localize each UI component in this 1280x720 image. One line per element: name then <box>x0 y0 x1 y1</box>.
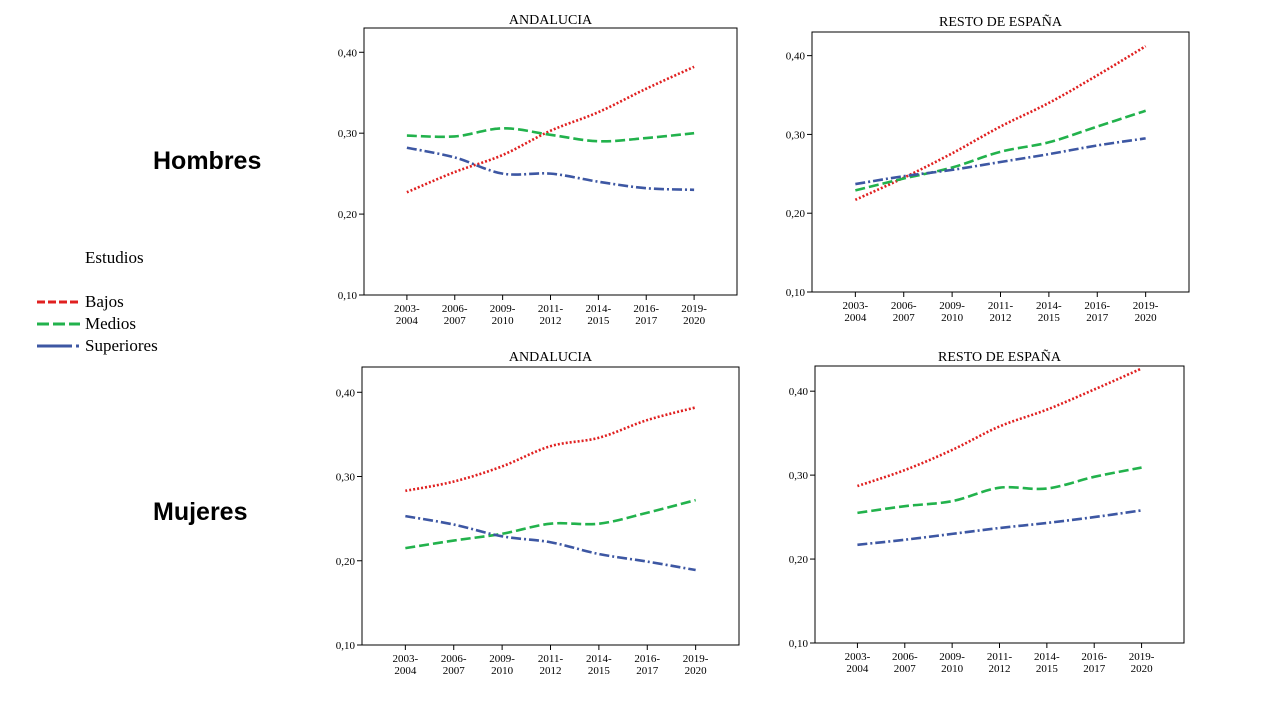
x-tick-label: 2011-2012 <box>988 300 1014 324</box>
series-line-medios <box>405 498 696 550</box>
legend-swatch-superiores <box>37 344 79 348</box>
x-tick-label: 2014-2015 <box>586 303 612 327</box>
y-tick-label: 0,40 <box>336 387 356 399</box>
y-tick-label: 0,20 <box>338 209 358 221</box>
x-tick-label: 2009-2010 <box>489 653 515 677</box>
series-line-superiores <box>855 137 1146 186</box>
x-tick-label: 2006-2007 <box>441 653 467 677</box>
legend-item-bajos: Bajos <box>85 292 124 311</box>
y-tick-label: 0,10 <box>338 290 358 302</box>
series-line-superiores <box>406 146 695 192</box>
chart-title: RESTO DE ESPAÑA <box>938 349 1062 365</box>
y-tick-label: 0,10 <box>786 287 806 299</box>
y-tick-label: 0,30 <box>336 472 356 484</box>
legend-item-superiores: Superiores <box>85 336 158 355</box>
x-tick-label: 2014-2015 <box>1034 651 1060 675</box>
x-tick-label: 2019-2020 <box>1129 651 1155 675</box>
x-tick-label: 2003-2004 <box>843 300 869 324</box>
x-tick-label: 2003-2004 <box>845 651 871 675</box>
x-tick-label: 2006-2007 <box>892 651 918 675</box>
row-label-hombres: Hombres <box>153 147 262 175</box>
series-line-superiores <box>405 514 696 572</box>
x-tick-label: 2019-2020 <box>683 653 709 677</box>
series-line-bajos <box>857 367 1143 488</box>
x-tick-label: 2016-2017 <box>1081 651 1107 675</box>
x-tick-label: 2009-2010 <box>490 303 516 327</box>
x-tick-label: 2014-2015 <box>1036 300 1062 324</box>
y-tick-label: 0,30 <box>789 470 809 482</box>
x-tick-label: 2011-2012 <box>987 651 1013 675</box>
legend-item-medios: Medios <box>85 314 136 333</box>
x-tick-label: 2011-2012 <box>538 653 564 677</box>
x-tick-label: 2019-2020 <box>681 303 707 327</box>
x-tick-label: 2006-2007 <box>442 303 468 327</box>
series-line-medios <box>855 109 1147 192</box>
chart-title: ANDALUCIA <box>509 350 593 365</box>
x-tick-label: 2019-2020 <box>1133 300 1159 324</box>
series-line-bajos <box>405 406 696 493</box>
y-tick-label: 0,20 <box>789 554 809 566</box>
y-tick-label: 0,40 <box>338 47 358 59</box>
plot-frame <box>814 365 1185 644</box>
x-tick-label: 2016-2017 <box>634 653 660 677</box>
x-tick-label: 2016-2017 <box>633 303 659 327</box>
x-tick-label: 2011-2012 <box>538 303 564 327</box>
y-tick-label: 0,20 <box>336 556 356 568</box>
y-tick-label: 0,40 <box>786 51 806 63</box>
legend-swatch-medios <box>37 322 80 326</box>
x-tick-label: 2003-2004 <box>393 653 419 677</box>
chart-title: ANDALUCIA <box>509 13 593 28</box>
x-tick-label: 2006-2007 <box>891 300 917 324</box>
y-tick-label: 0,10 <box>789 638 809 650</box>
legend-title: Estudios <box>85 248 144 267</box>
series-line-bajos <box>406 65 695 194</box>
x-tick-label: 2009-2010 <box>939 651 965 675</box>
series-line-medios <box>857 466 1142 515</box>
series-line-superiores <box>857 509 1142 547</box>
y-tick-label: 0,30 <box>786 129 806 141</box>
row-label-mujeres: Mujeres <box>153 498 248 526</box>
legend-swatch-bajos <box>37 300 80 304</box>
x-tick-label: 2016-2017 <box>1084 300 1110 324</box>
x-tick-label: 2009-2010 <box>939 300 965 324</box>
x-tick-label: 2003-2004 <box>394 303 420 327</box>
x-tick-label: 2014-2015 <box>586 653 612 677</box>
chart-title: RESTO DE ESPAÑA <box>939 14 1063 30</box>
y-tick-label: 0,20 <box>786 208 806 220</box>
y-tick-label: 0,40 <box>789 386 809 398</box>
series-line-medios <box>406 127 695 143</box>
y-tick-label: 0,10 <box>336 640 356 652</box>
y-tick-label: 0,30 <box>338 128 358 140</box>
